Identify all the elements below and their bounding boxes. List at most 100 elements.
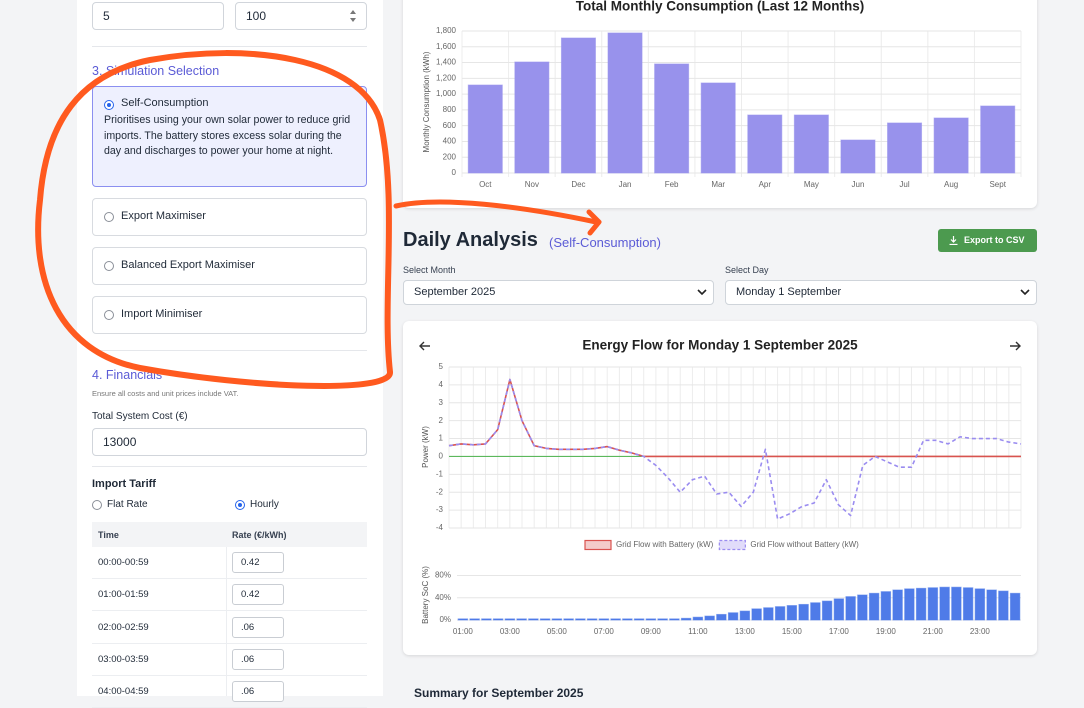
header-cell: Rate (€/kWh) [232,530,287,540]
bar [793,114,829,174]
chart-title: Energy Flow for Monday 1 September 2025 [582,338,858,353]
bar [645,618,657,621]
bar [727,612,739,621]
bar [915,587,927,621]
x-tick-label: Jul [899,180,909,189]
y-axis-label: Power (kW) [421,426,430,468]
bar [840,139,876,174]
table-row: 02:00-02:59 .06 [92,612,367,644]
x-tick-label: Oct [479,180,492,189]
x-tick-label: 15:00 [782,627,803,636]
bar [481,618,492,621]
y-tick-label: 0 [452,168,457,177]
field-label: Select Day [725,265,769,275]
y-tick-label: 2 [439,416,444,425]
x-tick-label: 01:00 [453,627,474,636]
time-cell: 02:00-02:59 [98,621,149,633]
y-tick-label: 800 [443,105,457,114]
number-input[interactable]: 100 [235,2,367,30]
x-tick-label: Jan [619,180,632,189]
legend-label: Grid Flow without Battery (kW) [750,540,859,549]
prev-day-button[interactable] [414,338,434,354]
bar [933,117,969,174]
radio[interactable] [92,500,102,510]
series-line [448,378,1021,458]
table-header: Time Rate (€/kWh) [92,522,367,547]
y-tick-label: 1,600 [436,42,457,51]
radio-option[interactable]: Hourly [235,498,355,512]
y-tick-label: -4 [436,523,444,532]
chart-title: Total Monthly Consumption (Last 12 Month… [576,0,864,14]
bar [514,61,550,174]
rate-input[interactable]: 0.42 [232,584,284,606]
bar [887,122,923,174]
day-select[interactable]: Monday 1 September [725,280,1037,305]
bar [700,82,736,174]
bar [821,600,833,621]
bar [974,588,986,621]
rate-input[interactable]: 0.42 [232,552,284,573]
section-title: Daily Analysis [403,229,538,251]
time-cell: 03:00-03:59 [98,653,149,665]
column-divider [226,547,227,696]
bar [516,618,527,621]
y-tick-label: 0% [439,615,451,624]
bar [657,618,668,621]
radio-label: Hourly [250,499,279,510]
bar [980,105,1016,174]
time-cell: 01:00-01:59 [98,589,149,601]
bar [469,618,480,621]
bar [622,618,633,621]
bar [560,37,596,174]
radio-label: Flat Rate [107,499,148,510]
bar [551,618,563,621]
field-label: Select Month [403,265,456,275]
spin-buttons[interactable] [349,9,357,23]
x-tick-label: Sept [989,180,1006,189]
bar [747,114,783,174]
bar [786,605,798,621]
radio-option[interactable]: Flat Rate [92,498,212,512]
table-row: 01:00-01:59 0.42 [92,579,367,612]
bar [798,603,809,621]
y-tick-label: 1,200 [436,73,457,82]
bar [998,590,1009,621]
series-line [448,378,1022,520]
bar [654,63,690,174]
x-tick-label: Feb [665,180,679,189]
month-select[interactable]: September 2025 [403,280,714,305]
bar [739,610,751,621]
bar [539,618,551,621]
bar [528,618,539,621]
select-value: Monday 1 September [736,286,842,298]
radio[interactable] [235,500,245,510]
bar [833,598,845,621]
x-tick-label: Jun [852,180,865,189]
x-tick-label: 21:00 [923,627,944,636]
bar [962,587,974,621]
export-button[interactable]: Export to CSV [938,229,1037,252]
x-tick-label: 11:00 [688,627,708,636]
divider [92,46,367,47]
bar [633,618,645,621]
y-tick-label: 4 [439,380,444,389]
y-tick-label: 3 [439,398,444,407]
bar [763,607,774,621]
text-input[interactable]: 5 [92,2,224,30]
bar [586,618,598,621]
table-row: 00:00-00:59 0.42 [92,547,367,579]
bar [575,618,586,621]
legend-label: Grid Flow with Battery (kW) [616,540,714,549]
rate-input[interactable]: .06 [232,648,284,670]
bar [457,618,469,621]
rate-input[interactable]: .06 [232,616,284,638]
x-tick-label: 09:00 [641,627,662,636]
y-tick-label: 5 [439,362,444,371]
tariff-heading: Import Tariff [92,478,156,490]
button-label: Export to CSV [964,235,1025,245]
next-day-button[interactable] [1006,338,1026,354]
y-tick-label: 40% [435,593,451,602]
cost-input[interactable]: 13000 [92,428,367,456]
